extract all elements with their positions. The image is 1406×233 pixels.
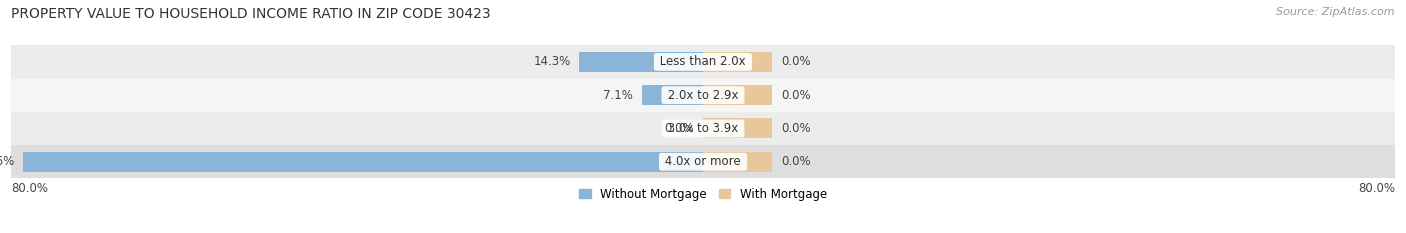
Text: 0.0%: 0.0% <box>780 122 810 135</box>
Text: 0.0%: 0.0% <box>780 89 810 102</box>
Bar <box>11 79 1395 112</box>
Bar <box>11 112 1395 145</box>
Bar <box>703 85 772 105</box>
Text: 0.0%: 0.0% <box>780 55 810 69</box>
Text: PROPERTY VALUE TO HOUSEHOLD INCOME RATIO IN ZIP CODE 30423: PROPERTY VALUE TO HOUSEHOLD INCOME RATIO… <box>11 7 491 21</box>
Bar <box>703 119 772 138</box>
Text: 80.0%: 80.0% <box>11 182 48 195</box>
Bar <box>579 52 703 72</box>
Text: 3.0x to 3.9x: 3.0x to 3.9x <box>664 122 742 135</box>
Text: 0.0%: 0.0% <box>780 155 810 168</box>
Legend: Without Mortgage, With Mortgage: Without Mortgage, With Mortgage <box>579 188 827 201</box>
Text: 14.3%: 14.3% <box>533 55 571 69</box>
Text: Less than 2.0x: Less than 2.0x <box>657 55 749 69</box>
Text: 80.0%: 80.0% <box>1358 182 1395 195</box>
Text: Source: ZipAtlas.com: Source: ZipAtlas.com <box>1277 7 1395 17</box>
Bar <box>703 52 772 72</box>
Bar <box>703 152 772 172</box>
Bar <box>641 85 703 105</box>
Bar <box>11 145 1395 178</box>
Text: 2.0x to 2.9x: 2.0x to 2.9x <box>664 89 742 102</box>
Text: 7.1%: 7.1% <box>603 89 633 102</box>
Text: 4.0x or more: 4.0x or more <box>661 155 745 168</box>
Bar <box>24 152 703 172</box>
Text: 0.0%: 0.0% <box>665 122 695 135</box>
Bar <box>11 45 1395 79</box>
Text: 78.6%: 78.6% <box>0 155 14 168</box>
